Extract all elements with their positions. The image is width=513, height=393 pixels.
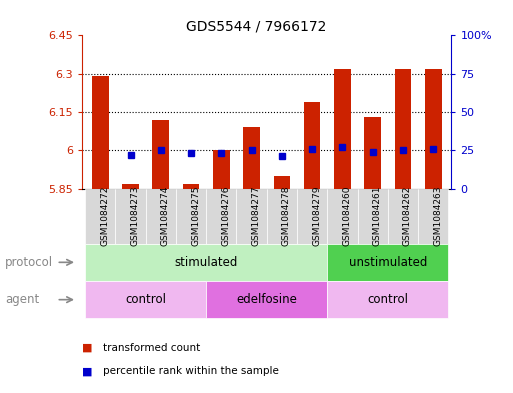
Bar	[364, 117, 381, 189]
Text: GSM1084279: GSM1084279	[312, 186, 321, 246]
Text: control: control	[367, 293, 408, 306]
Text: GSM1084274: GSM1084274	[161, 186, 170, 246]
Bar	[425, 68, 442, 189]
Text: GSM1084261: GSM1084261	[373, 186, 382, 246]
Text: GSM1084276: GSM1084276	[221, 186, 230, 246]
Text: edelfosine: edelfosine	[236, 293, 297, 306]
Text: unstimulated: unstimulated	[349, 256, 427, 269]
Text: stimulated: stimulated	[174, 256, 238, 269]
Text: ■: ■	[82, 343, 92, 353]
Bar	[334, 68, 351, 189]
Bar	[273, 176, 290, 189]
Text: agent: agent	[5, 293, 40, 306]
Text: GSM1084275: GSM1084275	[191, 186, 200, 246]
Bar	[394, 68, 411, 189]
Text: GDS5544 / 7966172: GDS5544 / 7966172	[186, 20, 327, 34]
Bar	[183, 184, 200, 189]
Text: percentile rank within the sample: percentile rank within the sample	[103, 366, 279, 376]
Text: transformed count: transformed count	[103, 343, 200, 353]
Bar	[243, 127, 260, 189]
Bar	[213, 151, 230, 189]
Text: GSM1084277: GSM1084277	[251, 186, 261, 246]
Bar	[122, 184, 139, 189]
Bar	[92, 76, 109, 189]
Bar	[304, 102, 321, 189]
Text: GSM1084278: GSM1084278	[282, 186, 291, 246]
Text: ■: ■	[82, 366, 92, 376]
Text: GSM1084262: GSM1084262	[403, 186, 412, 246]
Text: GSM1084263: GSM1084263	[433, 186, 442, 246]
Text: GSM1084260: GSM1084260	[343, 186, 351, 246]
Text: protocol: protocol	[5, 256, 53, 269]
Text: control: control	[125, 293, 166, 306]
Text: GSM1084272: GSM1084272	[100, 186, 109, 246]
Bar	[152, 120, 169, 189]
Text: GSM1084273: GSM1084273	[130, 186, 140, 246]
